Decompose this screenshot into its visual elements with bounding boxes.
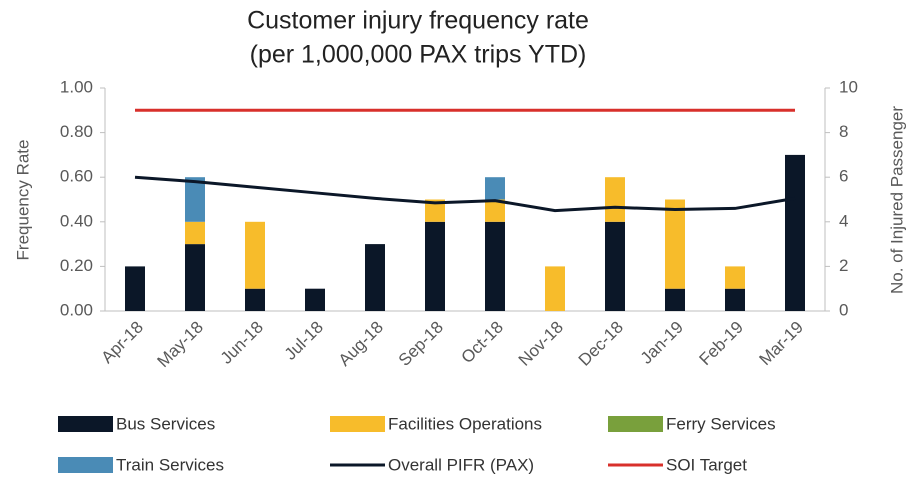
bar-segment: [665, 288, 685, 311]
bar-segment: [365, 244, 385, 311]
legend-swatch: [330, 416, 385, 432]
y2-tick-label: 10: [839, 77, 858, 96]
y-tick-label: 1.00: [60, 77, 93, 96]
x-tick-label: Apr-18: [97, 318, 147, 368]
x-tick-label: Jul-18: [281, 318, 327, 364]
bar-segment: [425, 221, 445, 311]
legend-label: Facilities Operations: [388, 414, 542, 433]
y-tick-label: 0.80: [60, 122, 93, 141]
x-tick-label: Aug-18: [335, 318, 387, 370]
x-tick-label: Jan-19: [637, 318, 687, 368]
y2-axis-label: No. of Injured Passenger: [887, 106, 906, 294]
legend-swatch: [58, 416, 113, 432]
bar-segment: [725, 288, 745, 311]
chart-title: Customer injury frequency rate: [247, 7, 589, 35]
x-tick-label: Mar-19: [755, 318, 807, 370]
legend-label: Overall PIFR (PAX): [388, 455, 534, 474]
x-tick-label: May-18: [153, 318, 207, 372]
y-tick-label: 0.00: [60, 300, 93, 319]
y-tick-label: 0.40: [60, 211, 93, 230]
x-tick-label: Jun-18: [217, 318, 267, 368]
bar-segment: [245, 288, 265, 311]
bar-segment: [305, 288, 325, 311]
bar-segment: [725, 266, 745, 289]
y-tick-label: 0.60: [60, 167, 93, 186]
bar-segment: [425, 199, 445, 222]
legend-swatch: [608, 416, 663, 432]
y-axis-label: Frequency Rate: [13, 140, 32, 261]
y2-tick-label: 8: [839, 122, 848, 141]
bar-segment: [545, 266, 565, 311]
bar-segment: [485, 221, 505, 311]
bar-segment: [485, 177, 505, 200]
y2-tick-label: 6: [839, 167, 848, 186]
bar-segment: [245, 221, 265, 289]
bar-segment: [485, 199, 505, 222]
y2-tick-label: 2: [839, 256, 848, 275]
chart-subtitle: (per 1,000,000 PAX trips YTD): [250, 41, 587, 69]
y2-tick-label: 4: [839, 211, 848, 230]
x-tick-label: Dec-18: [575, 318, 627, 370]
bar-segment: [185, 177, 205, 222]
line-series: [134, 175, 796, 213]
legend-label: Ferry Services: [666, 414, 776, 433]
bar-segment: [605, 221, 625, 311]
x-tick-label: Sep-18: [395, 318, 447, 370]
x-tick-label: Feb-19: [695, 318, 747, 370]
x-tick-label: Nov-18: [515, 318, 567, 370]
y-tick-label: 0.20: [60, 256, 93, 275]
legend-label: Bus Services: [116, 414, 215, 433]
legend-label: SOI Target: [666, 455, 747, 474]
bar-segment: [125, 266, 145, 311]
bar-segment: [605, 177, 625, 222]
y2-tick-label: 0: [839, 300, 848, 319]
bar-segment: [185, 244, 205, 311]
bar-segment: [185, 221, 205, 245]
x-tick-label: Oct-18: [457, 318, 507, 368]
bar-segment: [785, 154, 805, 311]
legend-swatch: [58, 457, 113, 473]
legend-label: Train Services: [116, 455, 224, 474]
bar-segment: [665, 199, 685, 289]
